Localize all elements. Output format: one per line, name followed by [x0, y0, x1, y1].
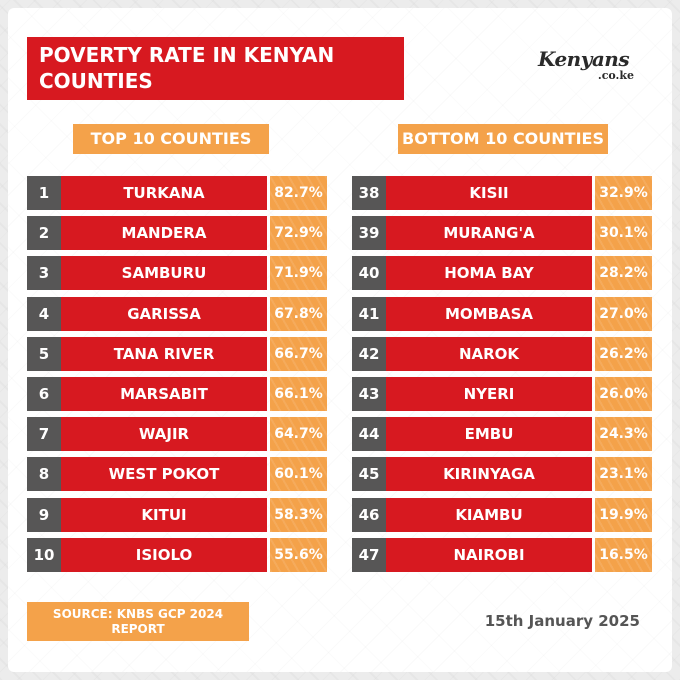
poverty-rate-cell: 26.0%	[595, 377, 652, 411]
source-line-2: REPORT	[111, 622, 165, 636]
county-name-cell: KISII	[386, 176, 592, 210]
county-name-cell: KIRINYAGA	[386, 457, 592, 491]
county-name-cell: TANA RIVER	[61, 337, 267, 371]
rank-cell: 5	[27, 337, 61, 371]
bottom-table-row: 42 NAROK 26.2%	[352, 337, 652, 371]
rank-cell: 1	[27, 176, 61, 210]
poverty-rate-cell: 55.6%	[270, 538, 327, 572]
poverty-rate-cell: 16.5%	[595, 538, 652, 572]
top-table-row: 3 SAMBURU 71.9%	[27, 256, 327, 290]
poverty-rate-cell: 72.9%	[270, 216, 327, 250]
county-name-cell: MURANG'A	[386, 216, 592, 250]
county-name-cell: ISIOLO	[61, 538, 267, 572]
source-box: SOURCE: KNBS GCP 2024 REPORT	[27, 602, 249, 641]
poverty-rate-cell: 28.2%	[595, 256, 652, 290]
bottom-table-row: 47 NAIROBI 16.5%	[352, 538, 652, 572]
county-name-cell: TURKANA	[61, 176, 267, 210]
top-table-row: 6 MARSABIT 66.1%	[27, 377, 327, 411]
bottom-table-row: 46 KIAMBU 19.9%	[352, 498, 652, 532]
poverty-rate-cell: 32.9%	[595, 176, 652, 210]
county-name-cell: MANDERA	[61, 216, 267, 250]
rank-cell: 8	[27, 457, 61, 491]
top-table-row: 5 TANA RIVER 66.7%	[27, 337, 327, 371]
bottom-table-row: 43 NYERI 26.0%	[352, 377, 652, 411]
county-name-cell: MARSABIT	[61, 377, 267, 411]
poverty-rate-cell: 67.8%	[270, 297, 327, 331]
poverty-rate-cell: 64.7%	[270, 417, 327, 451]
bottom-table-row: 41 MOMBASA 27.0%	[352, 297, 652, 331]
poverty-rate-cell: 66.7%	[270, 337, 327, 371]
poverty-rate-cell: 30.1%	[595, 216, 652, 250]
poverty-rate-cell: 82.7%	[270, 176, 327, 210]
title-line-2: COUNTIES	[39, 69, 153, 93]
top-table-row: 2 MANDERA 72.9%	[27, 216, 327, 250]
county-name-cell: NYERI	[386, 377, 592, 411]
top-table-row: 10 ISIOLO 55.6%	[27, 538, 327, 572]
county-name-cell: KIAMBU	[386, 498, 592, 532]
county-name-cell: EMBU	[386, 417, 592, 451]
source-line-1: SOURCE: KNBS GCP 2024	[52, 607, 224, 621]
county-name-cell: MOMBASA	[386, 297, 592, 331]
publish-date: 15th January 2025	[484, 612, 640, 630]
county-name-cell: KITUI	[61, 498, 267, 532]
rank-cell: 43	[352, 377, 386, 411]
county-name-cell: GARISSA	[61, 297, 267, 331]
county-name-cell: NAIROBI	[386, 538, 592, 572]
poverty-rate-cell: 26.2%	[595, 337, 652, 371]
poverty-rate-cell: 66.1%	[270, 377, 327, 411]
poverty-rate-cell: 24.3%	[595, 417, 652, 451]
poverty-rate-cell: 27.0%	[595, 297, 652, 331]
top-table-row: 4 GARISSA 67.8%	[27, 297, 327, 331]
rank-cell: 4	[27, 297, 61, 331]
rank-cell: 39	[352, 216, 386, 250]
poverty-rate-cell: 23.1%	[595, 457, 652, 491]
rank-cell: 3	[27, 256, 61, 290]
rank-cell: 38	[352, 176, 386, 210]
poverty-rate-cell: 19.9%	[595, 498, 652, 532]
poverty-rate-cell: 58.3%	[270, 498, 327, 532]
rank-cell: 46	[352, 498, 386, 532]
bottom-table-row: 45 KIRINYAGA 23.1%	[352, 457, 652, 491]
bottom-table-row: 38 KISII 32.9%	[352, 176, 652, 210]
county-name-cell: WEST POKOT	[61, 457, 267, 491]
top-10-header: TOP 10 COUNTIES	[73, 124, 269, 154]
poverty-rate-cell: 60.1%	[270, 457, 327, 491]
county-name-cell: SAMBURU	[61, 256, 267, 290]
rank-cell: 40	[352, 256, 386, 290]
rank-cell: 45	[352, 457, 386, 491]
county-name-cell: WAJIR	[61, 417, 267, 451]
top-10-table: 1 TURKANA 82.7% 2 MANDERA 72.9% 3 SAMBURU 71.9% 4…	[27, 176, 330, 576]
bottom-10-header: BOTTOM 10 COUNTIES	[398, 124, 608, 154]
rank-cell: 47	[352, 538, 386, 572]
top-table-row: 9 KITUI 58.3%	[27, 498, 327, 532]
logo-main-text: Kenyans	[538, 47, 630, 71]
logo-sub-text: .co.ke	[597, 69, 634, 82]
bottom-10-table: 38 KISII 32.9% 39 MURANG'A 30.1% 40 HOMA BAY 28.…	[352, 176, 655, 576]
rank-cell: 41	[352, 297, 386, 331]
rank-cell: 10	[27, 538, 61, 572]
rank-cell: 6	[27, 377, 61, 411]
kenyans-logo: Kenyans .co.ke	[538, 48, 638, 88]
page-title: POVERTY RATE IN KENYAN COUNTIES	[27, 37, 404, 100]
top-table-row: 8 WEST POKOT 60.1%	[27, 457, 327, 491]
title-line-1: POVERTY RATE IN KENYAN	[39, 43, 335, 67]
county-name-cell: NAROK	[386, 337, 592, 371]
top-table-row: 1 TURKANA 82.7%	[27, 176, 327, 210]
poverty-rate-cell: 71.9%	[270, 256, 327, 290]
bottom-table-row: 44 EMBU 24.3%	[352, 417, 652, 451]
rank-cell: 2	[27, 216, 61, 250]
rank-cell: 9	[27, 498, 61, 532]
top-table-row: 7 WAJIR 64.7%	[27, 417, 327, 451]
county-name-cell: HOMA BAY	[386, 256, 592, 290]
bottom-table-row: 39 MURANG'A 30.1%	[352, 216, 652, 250]
rank-cell: 42	[352, 337, 386, 371]
bottom-table-row: 40 HOMA BAY 28.2%	[352, 256, 652, 290]
rank-cell: 7	[27, 417, 61, 451]
rank-cell: 44	[352, 417, 386, 451]
